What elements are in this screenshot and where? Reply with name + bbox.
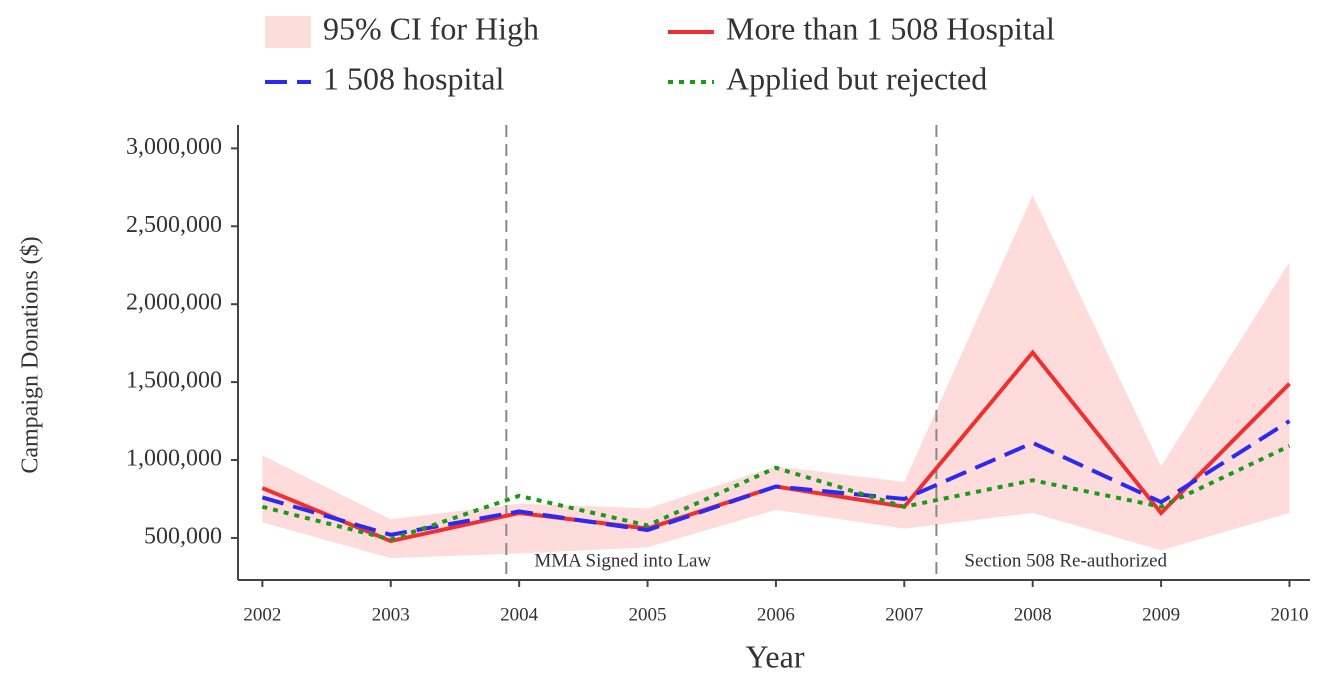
x-tick-label: 2008 — [1014, 604, 1052, 625]
series-line — [261, 444, 1291, 542]
x-tick-label: 2006 — [757, 604, 795, 625]
event-label: Section 508 Re-authorized — [964, 550, 1167, 571]
legend-swatch — [265, 16, 311, 48]
y-tick-label: 1,500,000 — [126, 368, 222, 394]
x-tick-label: 2005 — [629, 604, 667, 625]
legend-label: 1 508 hospital — [323, 60, 504, 96]
legend-label: More than 1 508 Hospital — [726, 10, 1055, 46]
legend-label: 95% CI for High — [323, 10, 539, 46]
y-tick-label: 2,000,000 — [126, 290, 222, 316]
x-tick-label: 2004 — [500, 604, 539, 625]
legend-label: Applied but rejected — [726, 60, 987, 96]
y-tick-label: 1,000,000 — [126, 446, 222, 472]
y-axis-title: Campaign Donations ($) — [18, 236, 44, 473]
y-tick-label: 3,000,000 — [126, 134, 222, 160]
event-label: MMA Signed into Law — [534, 550, 711, 571]
x-tick-label: 2009 — [1142, 604, 1180, 625]
y-tick-label: 500,000 — [144, 523, 222, 549]
x-tick-label: 2002 — [243, 604, 281, 625]
ci-band — [262, 195, 1290, 559]
x-tick-label: 2010 — [1270, 604, 1308, 625]
x-axis-title: Year — [746, 638, 805, 674]
x-tick-label: 2003 — [372, 604, 410, 625]
y-tick-label: 2,500,000 — [126, 212, 222, 238]
x-tick-label: 2007 — [885, 604, 923, 625]
